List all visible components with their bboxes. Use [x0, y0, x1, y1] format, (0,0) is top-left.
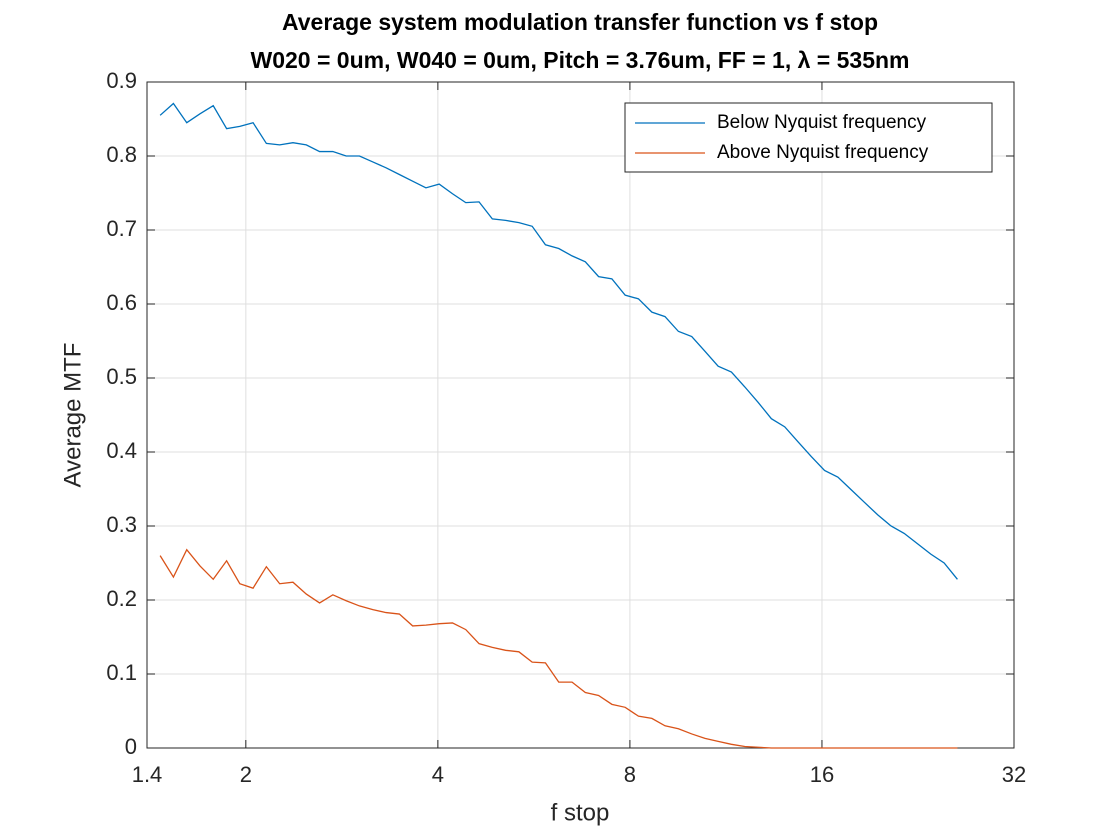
x-tick-label: 4: [432, 762, 444, 787]
x-axis-label: f stop: [551, 799, 610, 826]
x-tick-label: 32: [1002, 762, 1026, 787]
y-tick-label: 0.6: [106, 290, 137, 315]
x-tick-label: 16: [810, 762, 834, 787]
legend-box: [624, 102, 993, 173]
data-line: [159, 102, 958, 580]
axes-frame: [146, 81, 1015, 749]
plot-area: [147, 82, 1014, 748]
chart-subtitle: W020 = 0um, W040 = 0um, Pitch = 3.76um, …: [251, 47, 910, 73]
y-tick-label: 0.7: [106, 216, 137, 241]
legend: Below Nyquist frequency Above Nyquist fre…: [624, 102, 993, 173]
x-tick-label: 2: [240, 762, 252, 787]
y-axis-label: Average MTF: [59, 343, 86, 488]
x-tick-label: 8: [624, 762, 636, 787]
y-tick-label: 0.5: [106, 364, 137, 389]
y-tick-label: 0: [125, 734, 137, 759]
x-tick-label: 1.4: [132, 762, 163, 787]
y-tick-label: 0.4: [106, 438, 137, 463]
data-line: [159, 548, 958, 749]
legend-label: Below Nyquist frequency: [717, 112, 927, 133]
y-tick-label: 0.8: [106, 142, 137, 167]
y-tick-label: 0.2: [106, 586, 137, 611]
legend-label: Above Nyquist frequency: [717, 142, 929, 163]
y-tick-label: 0.1: [106, 660, 137, 685]
y-tick-label: 0.9: [106, 68, 137, 93]
chart-title: Average system modulation transfer funct…: [282, 9, 878, 35]
y-tick-label: 0.3: [106, 512, 137, 537]
